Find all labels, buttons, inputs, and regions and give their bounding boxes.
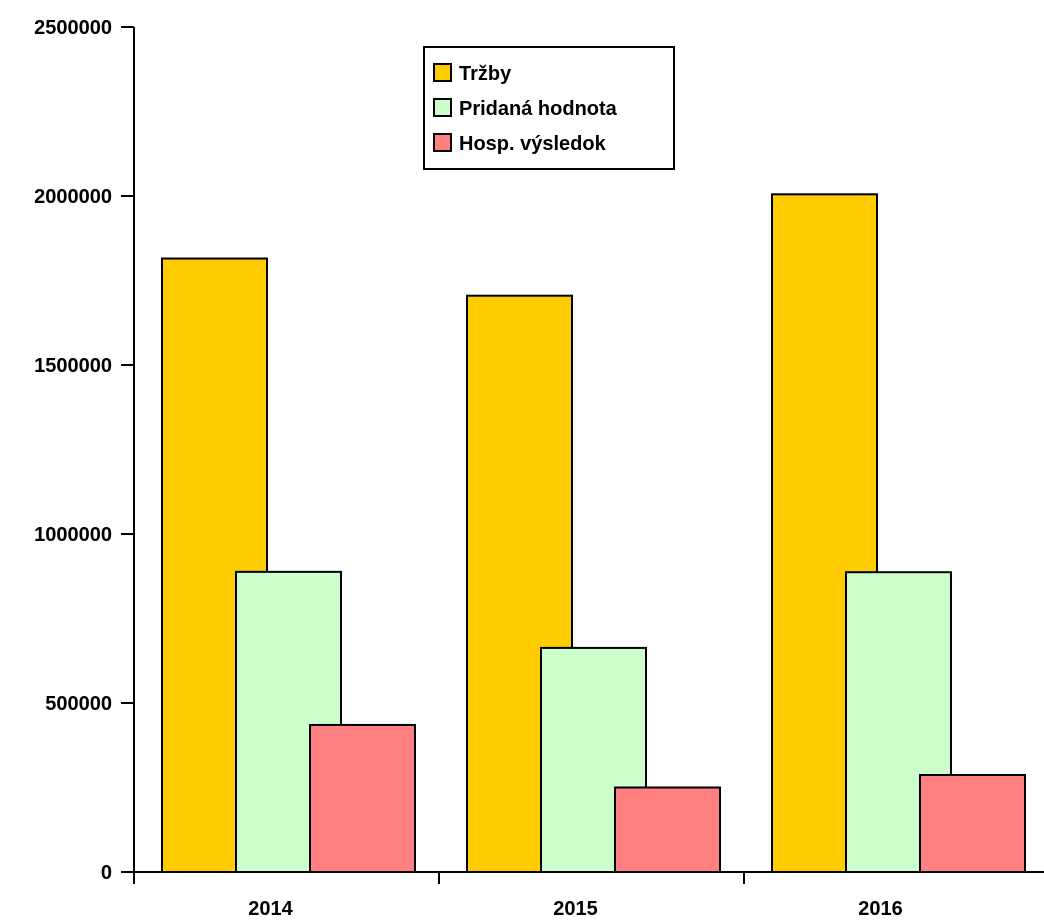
bar-2015-s2 <box>614 786 721 873</box>
legend-label: Tržby <box>459 63 512 85</box>
x-tick-label: 2014 <box>248 898 293 920</box>
y-tick-label: 2500000 <box>34 17 112 39</box>
y-tick-label: 2000000 <box>34 186 112 208</box>
legend-label: Pridaná hodnota <box>459 98 618 120</box>
legend-swatch <box>433 133 452 152</box>
legend-label: Hosp. výsledok <box>459 133 607 155</box>
x-tick-label: 2015 <box>553 898 598 920</box>
bars-layer <box>161 193 1026 874</box>
legend-swatch <box>433 98 452 117</box>
y-tick-label: 1000000 <box>34 524 112 546</box>
legend-box <box>423 46 675 170</box>
legend-swatch <box>433 63 452 82</box>
bar-2014-s2 <box>309 723 416 873</box>
axes-layer: 0 500000 1000000 1500000 2000000 2500000 2014 2… <box>34 17 1044 920</box>
legend: Tržby Pridaná hodnota Hosp. výsledok <box>423 46 675 170</box>
x-tick-label: 2016 <box>858 898 903 920</box>
bar-2016-s2 <box>919 773 1026 874</box>
y-tick-label: 0 <box>101 862 112 884</box>
y-tick-label: 500000 <box>45 693 112 715</box>
y-tick-label: 1500000 <box>34 355 112 377</box>
